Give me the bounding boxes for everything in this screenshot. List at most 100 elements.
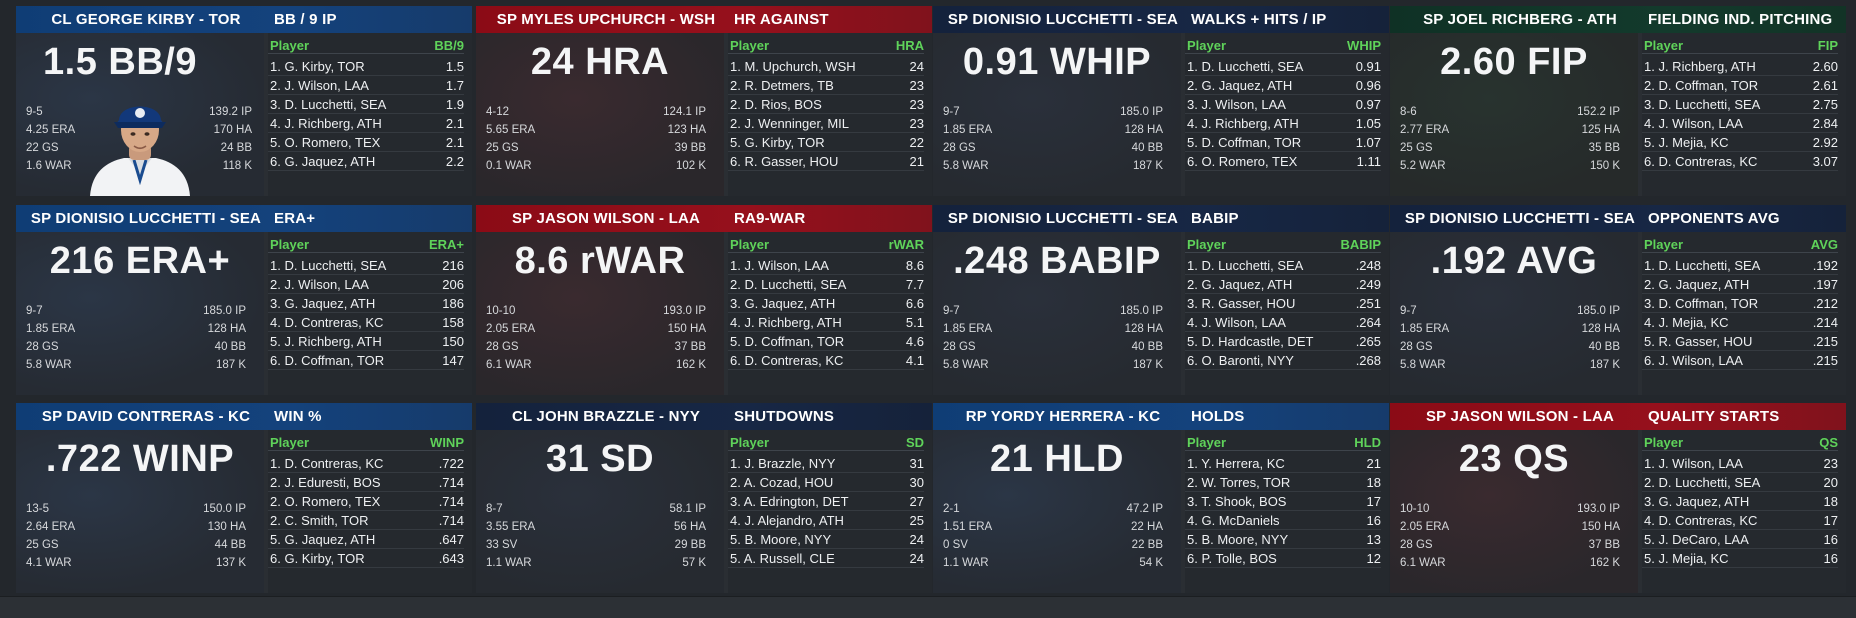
- column-player-header[interactable]: Player: [270, 38, 310, 53]
- leader-name[interactable]: CL GEORGE KIRBY - TOR: [51, 11, 241, 28]
- card-header[interactable]: SP DIONISIO LUCCHETTI - SEA ERA+: [16, 205, 472, 232]
- row-player-name[interactable]: 3. D. Lucchetti, SEA: [1644, 97, 1761, 112]
- row-player-name[interactable]: 1. D. Lucchetti, SEA: [270, 258, 387, 273]
- leader-card[interactable]: CL JOHN BRAZZLE - NYY SHUTDOWNS 31 SD 8-…: [476, 403, 932, 593]
- leaderboard-row[interactable]: 5. J. Mejia, KC 16: [1642, 549, 1838, 568]
- row-player-name[interactable]: 6. P. Tolle, BOS: [1187, 551, 1277, 566]
- leader-card[interactable]: SP DAVID CONTRERAS - KC WIN % .722 WINP …: [16, 403, 472, 593]
- column-player-header[interactable]: Player: [1187, 435, 1227, 450]
- column-player-header[interactable]: Player: [730, 38, 770, 53]
- leaderboard-row[interactable]: 3. T. Shook, BOS 17: [1185, 492, 1381, 511]
- row-player-name[interactable]: 2. G. Jaquez, ATH: [1187, 78, 1293, 93]
- leader-name[interactable]: SP JASON WILSON - LAA: [511, 210, 701, 227]
- leaderboard-row[interactable]: 2. G. Jaquez, ATH .197: [1642, 275, 1838, 294]
- row-player-name[interactable]: 2. O. Romero, TEX: [270, 494, 381, 509]
- column-player-header[interactable]: Player: [730, 435, 770, 450]
- row-player-name[interactable]: 6. D. Contreras, KC: [730, 353, 844, 368]
- row-player-name[interactable]: 3. G. Jaquez, ATH: [1644, 494, 1750, 509]
- leader-name[interactable]: SP MYLES UPCHURCH - WSH: [496, 11, 716, 28]
- leaderboard-row[interactable]: 5. R. Gasser, HOU .215: [1642, 332, 1838, 351]
- row-player-name[interactable]: 6. J. Wilson, LAA: [1644, 353, 1743, 368]
- row-player-name[interactable]: 3. R. Gasser, HOU: [1187, 296, 1296, 311]
- column-player-header[interactable]: Player: [1187, 38, 1227, 53]
- leaderboard-row[interactable]: 2. G. Jaquez, ATH 0.96: [1185, 76, 1381, 95]
- column-value-header[interactable]: FIP: [1817, 38, 1838, 53]
- leaderboard-row[interactable]: 5. J. Mejia, KC 2.92: [1642, 133, 1838, 152]
- leaderboard-row[interactable]: 5. J. Richberg, ATH 150: [268, 332, 464, 351]
- card-header[interactable]: CL GEORGE KIRBY - TOR BB / 9 IP: [16, 6, 472, 33]
- row-player-name[interactable]: 2. J. Eduresti, BOS: [270, 475, 381, 490]
- leader-name[interactable]: SP DIONISIO LUCCHETTI - SEA: [947, 210, 1179, 227]
- row-player-name[interactable]: 6. O. Baronti, NYY: [1187, 353, 1294, 368]
- row-player-name[interactable]: 5. J. Mejia, KC: [1644, 135, 1729, 150]
- leaderboard-row[interactable]: 1. D. Lucchetti, SEA 0.91: [1185, 57, 1381, 76]
- column-value-header[interactable]: HLD: [1354, 435, 1381, 450]
- row-player-name[interactable]: 6. D. Contreras, KC: [1644, 154, 1758, 169]
- row-player-name[interactable]: 2. A. Cozad, HOU: [730, 475, 834, 490]
- row-player-name[interactable]: 1. J. Wilson, LAA: [1644, 456, 1743, 471]
- leaderboard-row[interactable]: 6. O. Romero, TEX 1.11: [1185, 152, 1381, 171]
- card-header[interactable]: SP JASON WILSON - LAA QUALITY STARTS: [1390, 403, 1846, 430]
- leaderboard-row[interactable]: 1. J. Brazzle, NYY 31: [728, 454, 924, 473]
- row-player-name[interactable]: 1. J. Wilson, LAA: [730, 258, 829, 273]
- row-player-name[interactable]: 1. D. Contreras, KC: [270, 456, 384, 471]
- leader-card[interactable]: SP JASON WILSON - LAA RA9-WAR 8.6 rWAR 1…: [476, 205, 932, 395]
- leaderboard-row[interactable]: 1. D. Lucchetti, SEA .192: [1642, 256, 1838, 275]
- row-player-name[interactable]: 5. B. Moore, NYY: [730, 532, 832, 547]
- column-value-header[interactable]: HRA: [895, 38, 924, 53]
- row-player-name[interactable]: 3. J. Wilson, LAA: [1187, 97, 1286, 112]
- leaderboard-row[interactable]: 5. O. Romero, TEX 2.1: [268, 133, 464, 152]
- bottom-scroll-strip[interactable]: [0, 596, 1856, 618]
- row-player-name[interactable]: 3. A. Edrington, DET: [730, 494, 849, 509]
- leaderboard-row[interactable]: 5. G. Kirby, TOR 22: [728, 133, 924, 152]
- column-value-header[interactable]: ERA+: [428, 237, 464, 252]
- row-player-name[interactable]: 4. J. Wilson, LAA: [1644, 116, 1743, 131]
- row-player-name[interactable]: 1. J. Richberg, ATH: [1644, 59, 1756, 74]
- leaderboard-row[interactable]: 4. J. Mejia, KC .214: [1642, 313, 1838, 332]
- row-player-name[interactable]: 4. G. McDaniels: [1187, 513, 1280, 528]
- leaderboard-row[interactable]: 4. D. Contreras, KC 158: [268, 313, 464, 332]
- row-player-name[interactable]: 2. D. Coffman, TOR: [1644, 78, 1759, 93]
- leader-card[interactable]: SP DIONISIO LUCCHETTI - SEA OPPONENTS AV…: [1390, 205, 1846, 395]
- row-player-name[interactable]: 5. G. Jaquez, ATH: [270, 532, 376, 547]
- leaderboard-row[interactable]: 3. A. Edrington, DET 27: [728, 492, 924, 511]
- row-player-name[interactable]: 5. D. Coffman, TOR: [1187, 135, 1302, 150]
- leaderboard-row[interactable]: 4. J. Wilson, LAA .264: [1185, 313, 1381, 332]
- row-player-name[interactable]: 1. D. Lucchetti, SEA: [1187, 258, 1304, 273]
- leaderboard-row[interactable]: 4. J. Alejandro, ATH 25: [728, 511, 924, 530]
- row-player-name[interactable]: 3. D. Coffman, TOR: [1644, 296, 1759, 311]
- leaderboard-row[interactable]: 6. O. Baronti, NYY .268: [1185, 351, 1381, 370]
- leaderboard-row[interactable]: 1. D. Lucchetti, SEA 216: [268, 256, 464, 275]
- leaderboard-row[interactable]: 2. J. Wenninger, MIL 23: [728, 114, 924, 133]
- leaderboard-row[interactable]: 4. J. Richberg, ATH 1.05: [1185, 114, 1381, 133]
- row-player-name[interactable]: 2. G. Jaquez, ATH: [1187, 277, 1293, 292]
- leaderboard-row[interactable]: 6. G. Jaquez, ATH 2.2: [268, 152, 464, 171]
- leaderboard-row[interactable]: 1. Y. Herrera, KC 21: [1185, 454, 1381, 473]
- leaderboard-row[interactable]: 1. J. Richberg, ATH 2.60: [1642, 57, 1838, 76]
- leader-card[interactable]: SP DIONISIO LUCCHETTI - SEA BABIP .248 B…: [933, 205, 1389, 395]
- leader-name[interactable]: CL JOHN BRAZZLE - NYY: [511, 408, 701, 425]
- row-player-name[interactable]: 1. J. Brazzle, NYY: [730, 456, 836, 471]
- leaderboard-row[interactable]: 1. D. Contreras, KC .722: [268, 454, 464, 473]
- leaderboard-row[interactable]: 3. R. Gasser, HOU .251: [1185, 294, 1381, 313]
- row-player-name[interactable]: 5. D. Hardcastle, DET: [1187, 334, 1314, 349]
- row-player-name[interactable]: 5. J. Richberg, ATH: [270, 334, 382, 349]
- leaderboard-row[interactable]: 5. D. Coffman, TOR 4.6: [728, 332, 924, 351]
- leaderboard-row[interactable]: 3. G. Jaquez, ATH 6.6: [728, 294, 924, 313]
- row-player-name[interactable]: 2. D. Lucchetti, SEA: [1644, 475, 1761, 490]
- leader-name[interactable]: SP DIONISIO LUCCHETTI - SEA: [1404, 210, 1636, 227]
- column-value-header[interactable]: QS: [1819, 435, 1838, 450]
- leader-name[interactable]: SP JASON WILSON - LAA: [1425, 408, 1615, 425]
- column-player-header[interactable]: Player: [1644, 435, 1684, 450]
- row-player-name[interactable]: 3. T. Shook, BOS: [1187, 494, 1287, 509]
- leaderboard-row[interactable]: 4. J. Richberg, ATH 2.1: [268, 114, 464, 133]
- leaderboard-row[interactable]: 3. G. Jaquez, ATH 18: [1642, 492, 1838, 511]
- leaderboard-row[interactable]: 1. D. Lucchetti, SEA .248: [1185, 256, 1381, 275]
- leader-name[interactable]: SP DIONISIO LUCCHETTI - SEA: [30, 210, 262, 227]
- leaderboard-row[interactable]: 1. J. Wilson, LAA 23: [1642, 454, 1838, 473]
- leaderboard-row[interactable]: 5. A. Russell, CLE 24: [728, 549, 924, 568]
- leaderboard-row[interactable]: 1. G. Kirby, TOR 1.5: [268, 57, 464, 76]
- row-player-name[interactable]: 6. O. Romero, TEX: [1187, 154, 1298, 169]
- column-value-header[interactable]: WHIP: [1347, 38, 1381, 53]
- column-value-header[interactable]: BABIP: [1340, 237, 1381, 252]
